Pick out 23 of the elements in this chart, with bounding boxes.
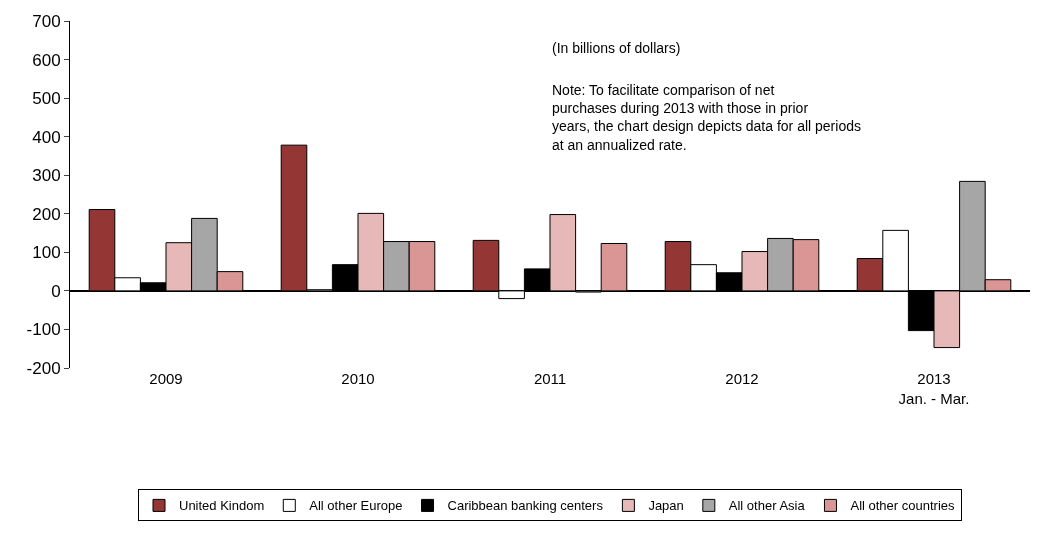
legend-label: United Kindom [179, 498, 265, 514]
y-tick-label: 700 [32, 11, 61, 31]
legend-label: All other Asia [728, 498, 806, 514]
y-tick-label: 400 [32, 127, 61, 147]
x-tick-label: 2010 [341, 370, 375, 387]
legend-label: All other countries [850, 498, 956, 514]
x-tick-label: 2011 [533, 370, 567, 387]
y-tick-label: 500 [32, 89, 61, 109]
y-tick-label: 0 [51, 281, 61, 301]
legend-label: Japan [648, 498, 684, 514]
legend-label: All other Europe [309, 498, 403, 514]
annotation: Note: To facilitate comparison of net purchases during 2013 with those in prior years, the chart design depicts data for all periods at an annualized rate. [552, 82, 861, 153]
y-tick-label: 300 [32, 166, 61, 186]
x-tick-label: 2012 [725, 370, 759, 387]
x-tick-label: 2013 Jan. - Mar. [898, 370, 970, 407]
legend-label: Caribbean banking centers [447, 498, 604, 514]
y-tick-label: 100 [32, 243, 61, 263]
y-tick-label: 200 [32, 204, 61, 224]
annotation: (In billions of dollars) [552, 40, 681, 56]
x-tick-label: 2009 [149, 370, 183, 387]
y-tick-label: -100 [26, 320, 61, 340]
y-tick-label: 600 [32, 50, 61, 70]
y-tick-label: -200 [26, 358, 61, 378]
